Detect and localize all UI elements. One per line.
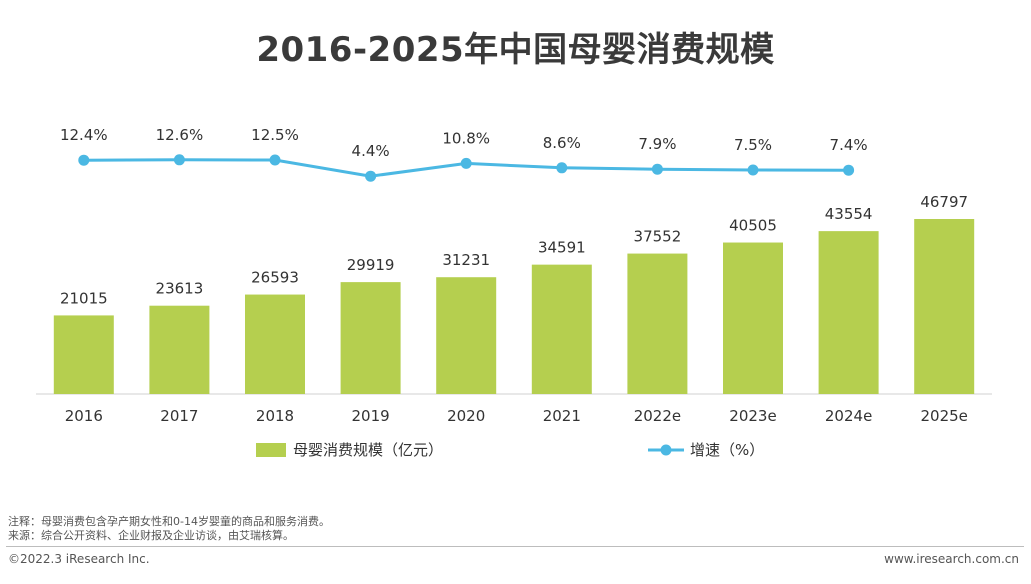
bar-value-label: 29919	[347, 256, 395, 274]
bar-value-label: 34591	[538, 239, 586, 257]
growth-value-label: 7.5%	[734, 136, 772, 154]
x-tick-label: 2022e	[634, 407, 681, 425]
x-tick-label: 2023e	[729, 407, 776, 425]
bar	[436, 277, 497, 394]
website-text: www.iresearch.com.cn	[884, 552, 1019, 566]
bar	[627, 253, 688, 394]
growth-value-label: 12.6%	[156, 126, 204, 144]
bar	[723, 242, 783, 394]
bar-value-label: 21015	[60, 289, 108, 307]
legend-bar-label: 母婴消费规模（亿元）	[293, 441, 443, 459]
growth-value-label: 12.5%	[251, 126, 299, 144]
growth-point	[78, 154, 90, 166]
legend-line-label: 增速（%）	[690, 441, 764, 459]
bar	[245, 294, 305, 394]
x-tick-label: 2024e	[825, 407, 872, 425]
growth-value-label: 12.4%	[60, 126, 108, 144]
growth-point	[269, 154, 281, 166]
bar	[149, 305, 210, 394]
bar	[914, 219, 975, 394]
growth-point	[747, 164, 759, 176]
footer-notes: 注释：母婴消费包含孕产期女性和0-14岁婴童的商品和服务消费。 来源：综合公开资…	[8, 515, 330, 543]
x-tick-label: 2020	[447, 407, 485, 425]
growth-point	[173, 154, 185, 166]
source-text: 来源：综合公开资料、企业财报及企业访谈，由艾瑞核算。	[8, 529, 294, 542]
growth-point	[843, 164, 855, 176]
growth-value-label: 7.9%	[638, 135, 676, 153]
bar	[53, 315, 114, 394]
growth-value-label: 10.8%	[442, 129, 490, 147]
bar-value-label: 31231	[442, 251, 490, 269]
bar	[531, 264, 592, 394]
legend-line-marker	[660, 444, 672, 456]
growth-point	[365, 170, 377, 182]
chart-svg: 21015 2016 23613 2017 26593 2018 29919 2019 3123…	[36, 126, 992, 459]
bar-value-label: 37552	[634, 228, 682, 246]
footer-divider	[6, 546, 1024, 547]
growth-value-label: 4.4%	[352, 142, 390, 160]
copyright-text: ©2022.3 iResearch Inc.	[8, 552, 150, 566]
x-tick-label: 2025e	[920, 407, 967, 425]
bar	[340, 282, 401, 394]
growth-point	[460, 157, 472, 169]
bar-value-label: 46797	[920, 193, 968, 211]
x-tick-label: 2021	[543, 407, 581, 425]
chart-title: 2016-2025年中国母婴消费规模	[256, 30, 775, 70]
bar-value-label: 40505	[729, 217, 777, 235]
note-text: 注释：母婴消费包含孕产期女性和0-14岁婴童的商品和服务消费。	[8, 515, 330, 528]
bar-value-label: 23613	[156, 280, 204, 298]
growth-value-label: 7.4%	[830, 136, 868, 154]
x-tick-label: 2017	[160, 407, 198, 425]
growth-value-label: 8.6%	[543, 134, 581, 152]
legend-bar-swatch	[256, 443, 286, 457]
x-tick-label: 2018	[256, 407, 294, 425]
bar-value-label: 43554	[825, 205, 873, 223]
growth-point	[651, 163, 663, 175]
growth-point	[556, 162, 568, 174]
bar	[818, 231, 879, 394]
x-tick-label: 2019	[352, 407, 390, 425]
bar-value-label: 26593	[251, 269, 299, 287]
x-tick-label: 2016	[65, 407, 103, 425]
